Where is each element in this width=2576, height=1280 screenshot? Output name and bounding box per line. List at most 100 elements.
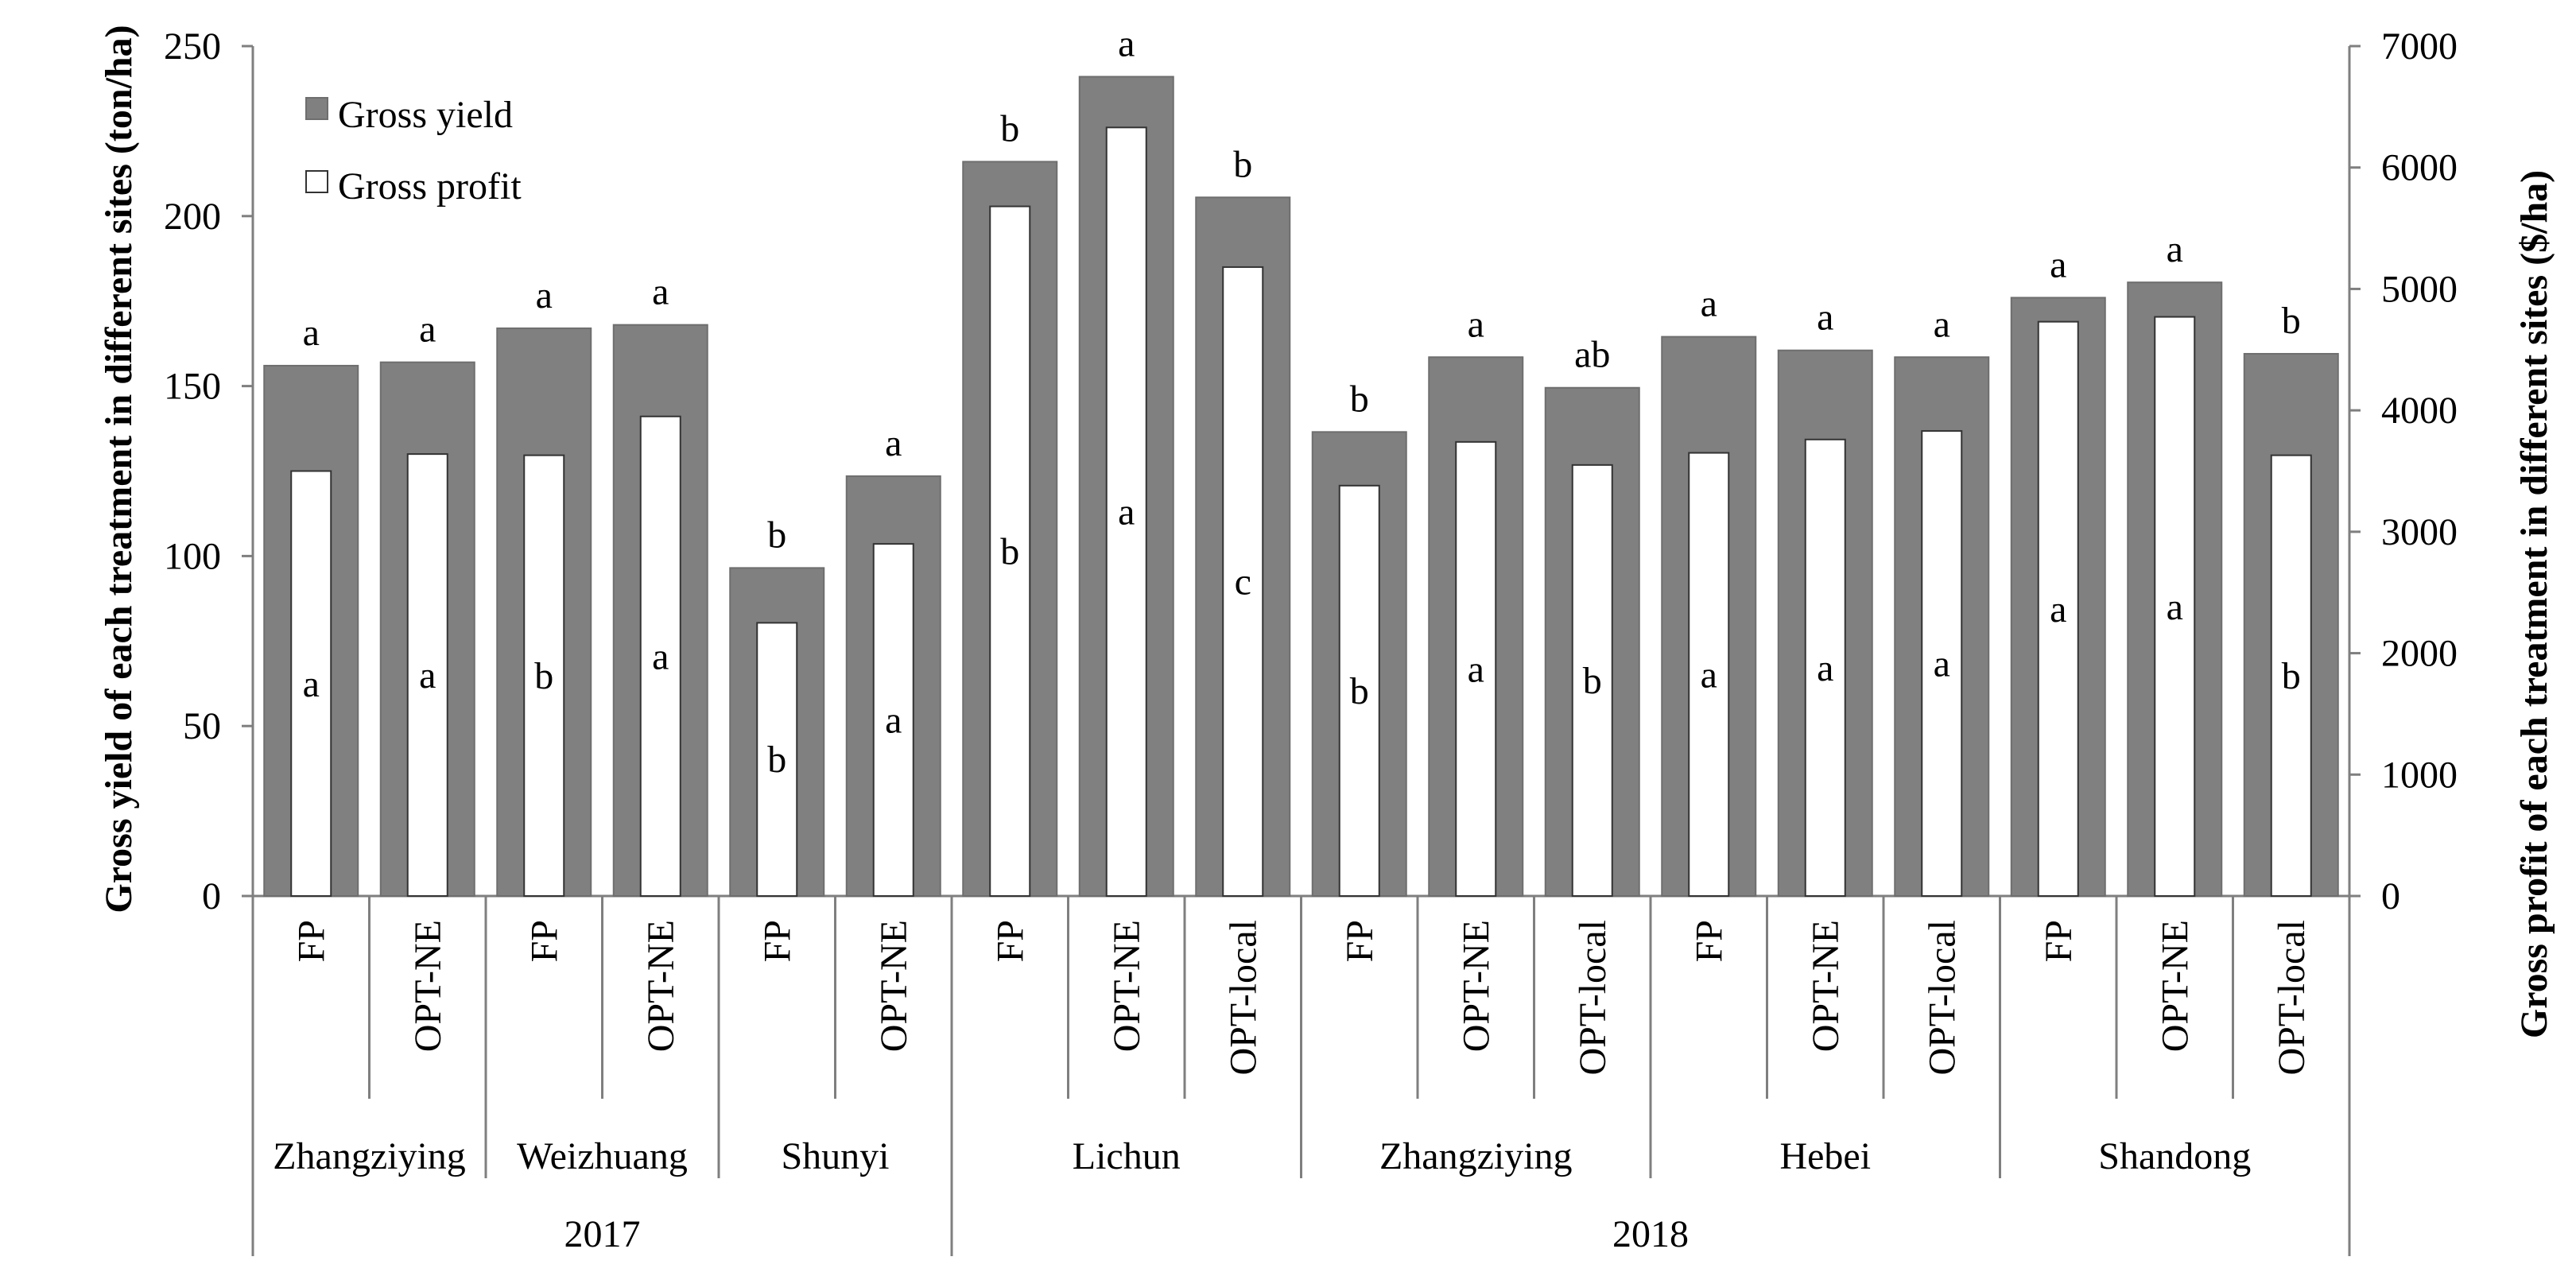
yield-significance-label: a: [1934, 303, 1950, 345]
y-tick-label-left: 250: [164, 25, 221, 68]
x-tick-label: OPT-NE: [1106, 920, 1148, 1052]
profit-significance-label: a: [1468, 648, 1484, 690]
profit-significance-label: a: [2050, 588, 2066, 630]
bars: [263, 76, 2339, 898]
site-label: Weizhuang: [517, 1135, 688, 1177]
bar-gross-profit: [1688, 452, 1730, 897]
yield-significance-label: b: [1350, 378, 1369, 420]
y-axis-title-right: Gross profit of each treatment in differ…: [2513, 170, 2555, 1038]
y-tick-label-left: 50: [183, 705, 221, 747]
profit-significance-label: a: [885, 700, 902, 742]
y-tick-label-right: 2000: [2381, 633, 2458, 675]
yield-significance-label: a: [419, 308, 436, 351]
x-tick-label: FP: [523, 920, 565, 962]
legend-swatch-gross-profit: [305, 170, 328, 193]
bar-gross-profit: [523, 454, 565, 897]
y-tick-label-left: 200: [164, 196, 221, 238]
site-label: Lichun: [1073, 1135, 1181, 1177]
yield-significance-label: b: [767, 514, 786, 556]
y-tick-label-right: 7000: [2381, 25, 2458, 68]
profit-significance-label: a: [2167, 586, 2183, 628]
profit-significance-label: a: [652, 635, 669, 677]
x-tick-label: FP: [2038, 920, 2080, 962]
y-tick-label-right: 6000: [2381, 147, 2458, 189]
year-label: 2017: [564, 1213, 641, 1255]
bar-gross-profit: [1222, 266, 1264, 897]
site-label: Zhangziying: [273, 1135, 466, 1177]
yield-significance-label: a: [652, 271, 669, 313]
site-label: Shunyi: [781, 1135, 889, 1177]
yield-significance-label: b: [2282, 300, 2301, 342]
y-axis-title-left: Gross yield of each treatment in differe…: [98, 25, 140, 913]
bar-gross-profit: [1338, 484, 1380, 897]
profit-significance-label: b: [2282, 655, 2301, 697]
year-label: 2018: [1612, 1213, 1689, 1255]
x-tick-label: OPT-local: [1921, 920, 1963, 1076]
yield-significance-label: a: [1701, 283, 1717, 325]
bar-gross-profit: [756, 622, 798, 898]
profit-significance-label: b: [1583, 660, 1602, 702]
bar-gross-profit: [1105, 126, 1147, 898]
profit-significance-label: a: [1817, 647, 1833, 689]
x-tick-label: OPT-NE: [1455, 920, 1497, 1052]
profit-significance-label: a: [1701, 654, 1717, 696]
x-tick-label: FP: [1339, 920, 1381, 962]
legend-label-gross-yield: Gross yield: [338, 94, 513, 136]
legend-swatch-gross-yield: [305, 97, 328, 120]
bar-gross-profit: [1804, 438, 1846, 897]
site-label: Shandong: [2098, 1135, 2251, 1177]
y-tick-label-right: 1000: [2381, 754, 2458, 796]
x-tick-label: FP: [290, 920, 332, 962]
profit-significance-label: a: [1934, 643, 1950, 685]
site-label: Zhangziying: [1379, 1135, 1573, 1177]
y-tick-label-right: 4000: [2381, 390, 2458, 432]
x-tick-label: OPT-NE: [1805, 920, 1847, 1052]
bar-gross-profit: [2037, 320, 2079, 897]
bar-gross-profit: [1571, 464, 1613, 897]
bar-gross-profit: [1921, 430, 1963, 897]
y-tick-label-right: 3000: [2381, 511, 2458, 553]
legend-label-gross-profit: Gross profit: [338, 165, 522, 208]
x-tick-label: OPT-local: [1572, 920, 1614, 1076]
profit-significance-label: c: [1235, 560, 1251, 603]
yield-significance-label: ab: [1574, 334, 1610, 376]
x-tick-label: OPT-local: [2271, 920, 2313, 1076]
profit-significance-label: a: [303, 663, 320, 705]
bar-gross-profit: [2154, 316, 2196, 897]
bar-gross-profit: [290, 470, 332, 897]
yield-significance-label: b: [1233, 143, 1252, 185]
site-label: Hebei: [1779, 1135, 1871, 1177]
x-tick-label: OPT-NE: [407, 920, 449, 1052]
profit-significance-label: b: [534, 655, 553, 697]
bar-gross-profit: [639, 415, 681, 897]
axes: 0 50 100 150 200 250 0 1000 2000 3000 4000 5000 6000…: [164, 25, 2458, 917]
bar-gross-profit: [406, 453, 448, 897]
yield-significance-label: a: [1817, 297, 1833, 339]
x-tick-label: OPT-NE: [2154, 920, 2196, 1052]
y-tick-label-left: 150: [164, 366, 221, 408]
profit-significance-label: b: [1000, 530, 1019, 572]
x-tick-label: OPT-NE: [640, 920, 682, 1052]
yield-significance-label: a: [536, 274, 553, 316]
yield-significance-label: a: [2167, 228, 2183, 270]
y-tick-label-left: 0: [202, 875, 221, 917]
profit-significance-label: b: [767, 739, 786, 781]
y-tick-label-right: 5000: [2381, 268, 2458, 310]
profit-significance-label: a: [419, 654, 436, 696]
bar-gross-profit: [1455, 440, 1497, 897]
bar-gross-profit: [872, 543, 914, 898]
bar-gross-profit: [989, 205, 1031, 897]
yield-significance-label: a: [885, 422, 902, 464]
bar-gross-profit: [2270, 454, 2312, 897]
x-tick-label: FP: [756, 920, 798, 962]
profit-significance-label: a: [1118, 491, 1135, 533]
yield-significance-label: a: [303, 312, 320, 354]
x-tick-label: FP: [1688, 920, 1730, 962]
profit-significance-label: b: [1350, 670, 1369, 712]
category-labels: FP OPT-NE FP OPT-NE FP OPT-NE FP OPT-NE OPT-loca…: [251, 896, 2351, 1256]
yield-significance-label: a: [1468, 303, 1484, 345]
y-tick-label-left: 100: [164, 535, 221, 577]
